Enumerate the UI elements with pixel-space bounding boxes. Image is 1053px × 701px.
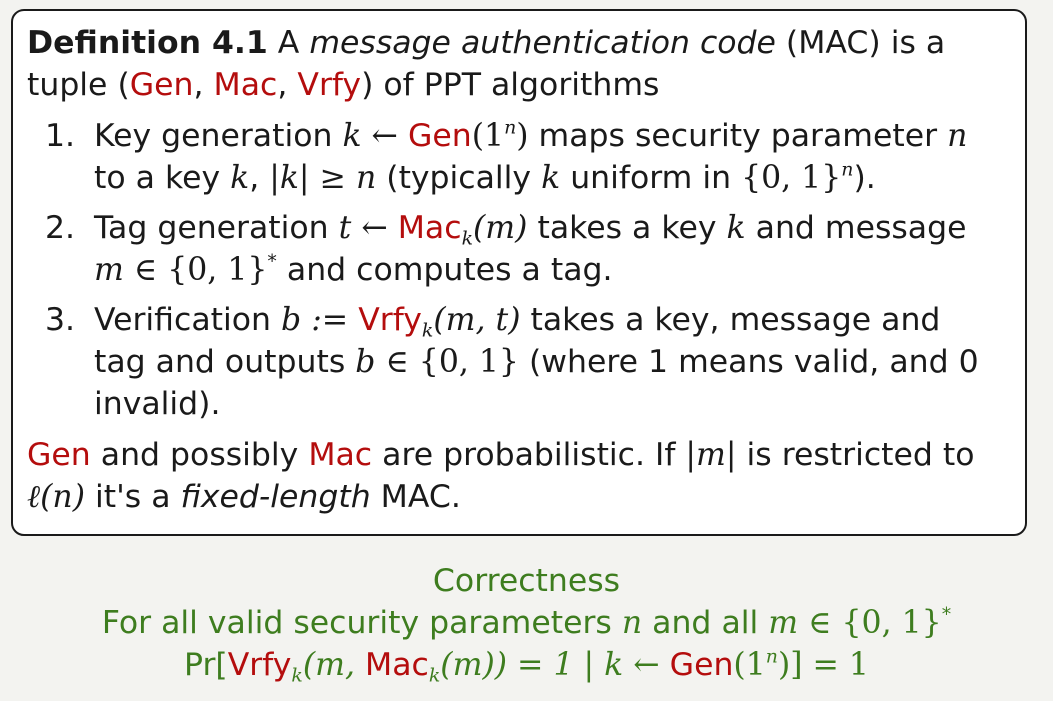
definition-heading: Definition 4.1 bbox=[27, 25, 268, 61]
correctness-formula: Pr[Vrfyk(m, Mack(m)) = 1 | k ← Gen(1n)] … bbox=[184, 645, 869, 687]
list-item-tag-generation: 2. Tag generation t ← Mack(m) takes a ke… bbox=[27, 207, 1011, 291]
correctness-block: Correctness For all valid security param… bbox=[0, 560, 1053, 686]
algorithm-list: 1. Key generation k ← Gen(1n) maps secur… bbox=[27, 115, 1011, 425]
mac-name: Mac bbox=[213, 67, 278, 103]
gen-name: Gen bbox=[129, 67, 194, 103]
list-number: 3. bbox=[45, 302, 76, 338]
list-item-key-generation: 1. Key generation k ← Gen(1n) maps secur… bbox=[45, 116, 968, 196]
definition-line-2: tuple (Gen, Mac, Vrfy) of PPT algorithms bbox=[27, 67, 660, 103]
vrfy-name: Vrfy bbox=[297, 67, 362, 103]
definition-box: Definition 4.1 A message authentication … bbox=[11, 9, 1027, 536]
correctness-title: Correctness bbox=[432, 563, 621, 599]
list-item-verification: 3. Verification b := Vrfyk(m, t) takes a… bbox=[27, 299, 1011, 425]
list-number: 1. bbox=[45, 118, 76, 154]
correctness-statement: For all valid security parameters n and … bbox=[101, 603, 952, 641]
definition-line-1: Definition 4.1 A message authentication … bbox=[27, 25, 946, 61]
list-number: 2. bbox=[45, 210, 76, 246]
definition-note: Gen and possibly Mac are probabilistic. … bbox=[27, 437, 975, 515]
term-mac: message authentication code bbox=[309, 25, 776, 61]
